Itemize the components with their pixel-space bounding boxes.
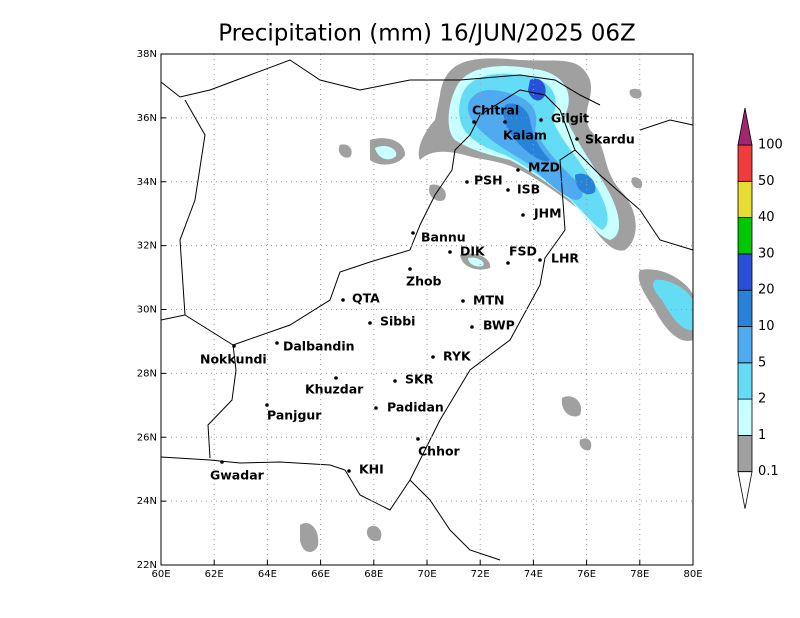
colorbar-label: 20 [758,283,775,298]
city-label: MTN [473,293,504,308]
city-label: Khuzdar [305,382,364,397]
colorbar-segment [737,326,753,364]
x-tick-label: 68E [364,569,383,580]
y-tick-label: 38N [137,49,157,60]
colorbar-label: 1 [758,428,766,443]
city-dot [539,118,543,122]
city-dot [220,460,224,464]
colorbar-label: 5 [758,355,766,370]
colorbar-segment [737,180,753,219]
colorbar-label: 10 [758,319,775,334]
city-label: Nokkundi [200,352,267,367]
city-dot [341,298,345,302]
city-dot [374,406,378,410]
city-dot [538,258,542,262]
city-dot [416,437,420,441]
city-dot [472,120,476,124]
x-tick-label: 60E [151,569,170,580]
city-label: Skardu [585,132,635,147]
x-tick-label: 80E [683,569,702,580]
colorbar-extend-bottom [737,471,753,509]
x-tick-label: 66E [311,569,330,580]
x-tick-label: 64E [258,569,277,580]
city-dot [431,355,435,359]
city-dot [393,379,397,383]
city-label: Panjgur [267,408,322,423]
city-dot [465,180,469,184]
colorbar-label: 100 [758,138,783,153]
map-frame [160,53,694,566]
y-tick-label: 34N [137,177,157,188]
colorbar-label: 50 [758,174,775,189]
city-dot [408,267,412,271]
colorbar-label: 2 [758,392,766,407]
colorbar-extend-top [737,107,753,146]
city-label: JHM [533,206,562,221]
city-label: ISB [517,182,540,197]
city-label: Sibbi [380,314,415,329]
city-label: PSH [474,173,503,188]
y-tick-label: 26N [137,432,157,443]
map-title: Precipitation (mm) 16/JUN/2025 06Z [218,21,636,47]
city-label: Zhob [406,274,442,289]
colorbar-segment [737,398,753,436]
city-dot [334,376,338,380]
city-dot [265,403,269,407]
colorbar-segment [737,434,753,473]
city-dot [521,213,525,217]
city-dot [461,299,465,303]
colorbar-label: 0.1 [758,464,779,479]
city-label: FSD [509,244,537,259]
city-label: RYK [443,349,472,364]
city-label: Bannu [421,230,466,245]
city-label: Chhor [418,444,461,459]
city-label: Kalam [503,128,547,143]
colorbar-segment [737,289,753,327]
city-dot [503,120,507,124]
y-tick-label: 28N [137,368,157,379]
city-dot [470,325,474,329]
x-tick-label: 76E [577,569,596,580]
y-tick-label: 22N [137,560,157,571]
city-dot [575,137,579,141]
x-tick-label: 74E [524,569,543,580]
y-tick-label: 24N [137,496,157,507]
city-dot [232,344,236,348]
colorbar-segment [737,144,753,182]
x-tick-label: 72E [471,569,490,580]
city-label: Gilgit [551,111,589,126]
colorbar-label: 30 [758,246,775,261]
colorbar-segment [737,217,753,255]
colorbar-segment [737,253,753,291]
city-label: Chitral [472,103,519,118]
colorbar-label: 40 [758,210,775,225]
city-label: LHR [551,251,579,266]
y-tick-label: 32N [137,241,157,252]
city-label: BWP [483,318,515,333]
x-tick-label: 62E [205,569,224,580]
city-dot [368,321,372,325]
colorbar-segment [737,362,753,400]
city-dot [411,231,415,235]
city-label: MZD [528,160,560,175]
city-dot [347,469,351,473]
city-label: DIK [460,244,486,259]
city-label: Padidan [387,400,444,415]
x-tick-label: 78E [630,569,649,580]
city-label: QTA [352,291,380,306]
y-tick-label: 30N [137,305,157,316]
x-tick-label: 70E [417,569,436,580]
city-label: SKR [405,372,434,387]
city-dot [516,168,520,172]
city-label: Gwadar [210,468,265,483]
city-dot [506,261,510,265]
y-tick-label: 36N [137,113,157,124]
city-dot [448,250,452,254]
city-dot [506,188,510,192]
city-label: Dalbandin [283,339,355,354]
precipitation-field [300,58,693,552]
city-label: KHI [359,462,384,477]
city-dot [275,341,279,345]
